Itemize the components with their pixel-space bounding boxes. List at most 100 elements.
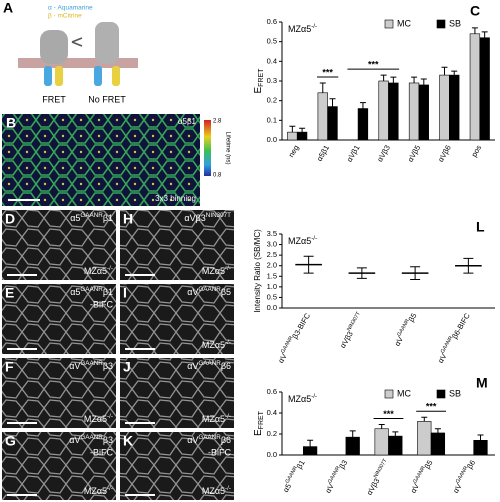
error-bar bbox=[420, 78, 427, 85]
text-piece: β6-BIFC bbox=[450, 311, 472, 340]
bar bbox=[296, 131, 308, 141]
genotype: MZα5-/- bbox=[202, 413, 231, 424]
error-bar bbox=[411, 76, 418, 83]
integrin bbox=[40, 30, 68, 64]
text-piece: MZα5 bbox=[288, 24, 311, 34]
legend-swatch bbox=[436, 19, 446, 29]
y-axis-label: EFRET bbox=[253, 410, 266, 436]
genotype: MZα5-/- bbox=[84, 413, 113, 424]
panel-letter: H bbox=[123, 211, 133, 227]
genotype: MZα5-/- bbox=[84, 485, 113, 496]
micrograph-image bbox=[2, 432, 116, 500]
panel-a: A α - Aquamarine β - mCitrine FRET No FR… bbox=[3, 0, 138, 104]
text-piece: MZα5 bbox=[288, 236, 311, 246]
y-tick-label: 2.0 bbox=[267, 261, 277, 270]
text-piece: β6 bbox=[465, 458, 477, 470]
panel-b: B α5β1 3x3 binning 2.8 0.8 Lifetime (ns) bbox=[2, 114, 230, 206]
micrograph-image bbox=[120, 358, 234, 428]
text-piece: αV bbox=[187, 435, 198, 445]
text-piece: NIN307T bbox=[206, 212, 231, 219]
micrograph-label: -BiFC bbox=[90, 447, 113, 457]
bar bbox=[317, 92, 328, 141]
bar bbox=[417, 421, 432, 456]
micrograph-image bbox=[2, 358, 116, 428]
text-piece: β1 bbox=[295, 458, 307, 470]
x-tick-label: neg bbox=[287, 143, 301, 158]
y-tick-label: 0.0 bbox=[267, 303, 277, 312]
text-piece: α5 bbox=[281, 482, 293, 494]
error-bar bbox=[380, 74, 387, 81]
x-tick-label: αVGAANRβ5 bbox=[408, 458, 435, 494]
text-piece: -/- bbox=[311, 235, 317, 242]
bar bbox=[345, 436, 360, 456]
text-piece: Intensity Ratio (SB/MC) bbox=[253, 229, 262, 313]
aquamarine bbox=[44, 66, 52, 86]
x-tick-label: αVβ3NIN307T bbox=[338, 311, 366, 350]
text-piece: αV bbox=[276, 352, 288, 365]
error-bar bbox=[319, 82, 326, 93]
x-tick-label: pos bbox=[469, 143, 483, 158]
text-piece: β1 bbox=[103, 287, 113, 297]
x-tick-label: αVGAANRβ6-BIFC bbox=[435, 311, 472, 365]
legend-swatch bbox=[384, 389, 394, 399]
y-tick-label: 0.0 bbox=[267, 450, 277, 459]
text-piece: -/- bbox=[225, 265, 231, 272]
legend-swatch bbox=[384, 19, 394, 29]
panel-letter: D bbox=[5, 211, 15, 227]
text-piece: αV bbox=[187, 361, 198, 371]
label: FRET bbox=[42, 94, 66, 104]
text-piece: E bbox=[253, 429, 264, 436]
text-piece: FRET bbox=[258, 68, 265, 87]
y-tick-label: 0.4 bbox=[267, 408, 277, 417]
text-piece: MZα5 bbox=[288, 394, 311, 404]
y-axis-label: EFRET bbox=[253, 68, 266, 94]
text-piece: α5 bbox=[70, 287, 80, 297]
label: No FRET bbox=[88, 94, 126, 104]
error-bar bbox=[463, 257, 474, 274]
membrane bbox=[18, 58, 138, 68]
panel-letter: J bbox=[123, 359, 131, 375]
genotype: MZα5-/- bbox=[84, 265, 113, 276]
panel-letter: I bbox=[123, 285, 127, 301]
y-tick-label: 0.2 bbox=[267, 429, 277, 438]
error-bar bbox=[410, 266, 421, 280]
panel-letter: A bbox=[3, 0, 13, 16]
text-piece: β5 bbox=[221, 287, 231, 297]
aquamarine bbox=[94, 66, 102, 86]
text-piece: αVβ3 bbox=[338, 330, 355, 350]
text-piece: NIN307T bbox=[347, 311, 363, 333]
integrin bbox=[95, 22, 119, 64]
panel-letter: B bbox=[6, 115, 16, 131]
text-piece: -/- bbox=[225, 413, 231, 420]
x-tick-label: αVGAANRβ3 bbox=[323, 458, 350, 494]
micrograph-label: αVGAANRβ6 bbox=[187, 434, 231, 445]
text-piece: -/- bbox=[107, 413, 113, 420]
text-piece: αV bbox=[451, 482, 463, 495]
micrograph-image bbox=[120, 210, 234, 280]
panel-letter: L bbox=[476, 219, 485, 235]
text-piece: αV bbox=[393, 335, 405, 348]
x-tick-label: αVβ5 bbox=[406, 143, 423, 163]
text-piece: β6 bbox=[221, 435, 231, 445]
y-tick-label: 0.2 bbox=[267, 96, 277, 105]
text-piece: -/- bbox=[107, 485, 113, 492]
x-tick-label: αVGAANRβ5 bbox=[392, 311, 419, 347]
error-bar bbox=[329, 98, 336, 107]
y-tick-label: 0.3 bbox=[267, 76, 277, 85]
bar bbox=[302, 446, 318, 456]
text-piece: αV bbox=[323, 482, 335, 495]
text-piece: MZα5 bbox=[202, 266, 225, 276]
text-piece: αVβ3 bbox=[365, 477, 382, 497]
label: 3x3 binning bbox=[155, 194, 196, 203]
panel-letter: K bbox=[123, 433, 133, 449]
text-piece: αV bbox=[69, 435, 80, 445]
x-tick-label: αVGAANRβ3-BIFC bbox=[276, 311, 313, 365]
bar bbox=[469, 33, 481, 141]
error-bar bbox=[451, 70, 458, 76]
